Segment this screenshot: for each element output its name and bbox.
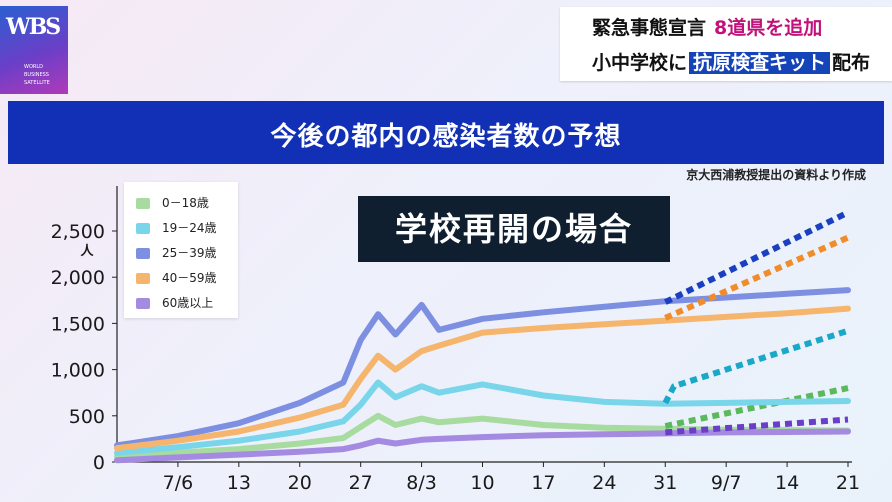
- x-tick-label: 13: [227, 472, 251, 494]
- x-tick-label: 14: [775, 472, 799, 494]
- x-tick-label: 21: [836, 472, 860, 494]
- headline-line-1-accent: 8道県を追加: [714, 17, 823, 39]
- forecast-line-3: [664, 234, 850, 321]
- series-line-2: [114, 287, 851, 449]
- chart-title-band: 今後の都内の感染者数の予想: [8, 101, 884, 164]
- legend-item-4: 60歳以上: [136, 294, 213, 310]
- headline-line-2: 小中学校に 抗原検査キット 配布: [592, 48, 870, 75]
- scenario-label: 学校再開の場合: [358, 196, 670, 262]
- forecast-line-0: [664, 385, 849, 429]
- source-note: 京大西浦教授提出の資料より作成: [686, 168, 866, 182]
- x-tick-label: 9/7: [711, 472, 742, 494]
- series-line-4: [114, 428, 851, 464]
- legend-label-2: 25－39歳: [162, 246, 217, 260]
- legend-swatch-3: [136, 273, 150, 284]
- logo-sub-2: BUSINESS: [24, 72, 49, 78]
- legend-label-0: 0－18歳: [162, 196, 209, 210]
- series-line-0: [114, 412, 851, 460]
- logo-sub-3: SATELLITE: [24, 80, 50, 86]
- legend-swatch-4: [136, 298, 150, 309]
- chart-series-layer: [114, 209, 851, 464]
- legend-swatch-0: [136, 198, 150, 209]
- y-tick-label: 0: [93, 452, 105, 474]
- forecast-line-1: [662, 327, 849, 405]
- x-tick-label: 8/3: [406, 472, 437, 494]
- chart-title: 今後の都内の感染者数の予想: [270, 122, 622, 152]
- chart-legend: 0－18歳 19－24歳 25－39歳 40－59歳 60歳以上: [124, 182, 238, 318]
- x-tick-label: 17: [531, 472, 555, 494]
- headline-line-2-boxed: 抗原検査キット: [689, 52, 831, 74]
- x-tick-label: 7/6: [163, 472, 194, 494]
- legend-item-1: 19－24歳: [136, 219, 217, 235]
- logo-main-text: WBS: [6, 14, 61, 40]
- y-tick-label: 2,000: [51, 267, 105, 289]
- y-axis-unit: 人: [80, 243, 94, 259]
- series-line-3: [114, 305, 851, 452]
- x-tick-label: 27: [349, 472, 373, 494]
- forecast-line-2: [663, 209, 850, 305]
- wbs-logo: WBS WORLD BUSINESS SATELLITE: [0, 6, 68, 94]
- headline-line-2-post: 配布: [832, 52, 871, 74]
- logo-sub-1: WORLD: [24, 64, 43, 70]
- y-tick-label: 1,000: [51, 360, 105, 382]
- legend-label-3: 40－59歳: [162, 271, 217, 285]
- headline-line-1-text: 緊急事態宣言: [592, 17, 707, 39]
- y-tick-label: 1,500: [51, 313, 105, 335]
- x-tick-label: 20: [288, 472, 312, 494]
- legend-item-3: 40－59歳: [136, 269, 217, 285]
- legend-item-2: 25－39歳: [136, 244, 217, 260]
- legend-label-4: 60歳以上: [162, 296, 214, 310]
- x-tick-label: 31: [653, 472, 677, 494]
- legend-item-0: 0－18歳: [136, 194, 209, 210]
- headline-line-2-pre: 小中学校に: [592, 52, 688, 74]
- y-tick-label: 500: [69, 406, 105, 428]
- forecast-line-4: [665, 416, 849, 436]
- y-tick-label: 2,500: [51, 221, 105, 243]
- headline-line-1: 緊急事態宣言 8道県を追加: [592, 13, 822, 40]
- legend-label-1: 19－24歳: [162, 221, 217, 235]
- series-line-1: [114, 379, 851, 456]
- x-tick-label: 10: [470, 472, 494, 494]
- legend-swatch-2: [136, 248, 150, 259]
- legend-swatch-1: [136, 223, 150, 234]
- news-headline-box: 緊急事態宣言 8道県を追加 小中学校に 抗原検査キット 配布: [560, 7, 892, 81]
- x-tick-label: 24: [592, 472, 616, 494]
